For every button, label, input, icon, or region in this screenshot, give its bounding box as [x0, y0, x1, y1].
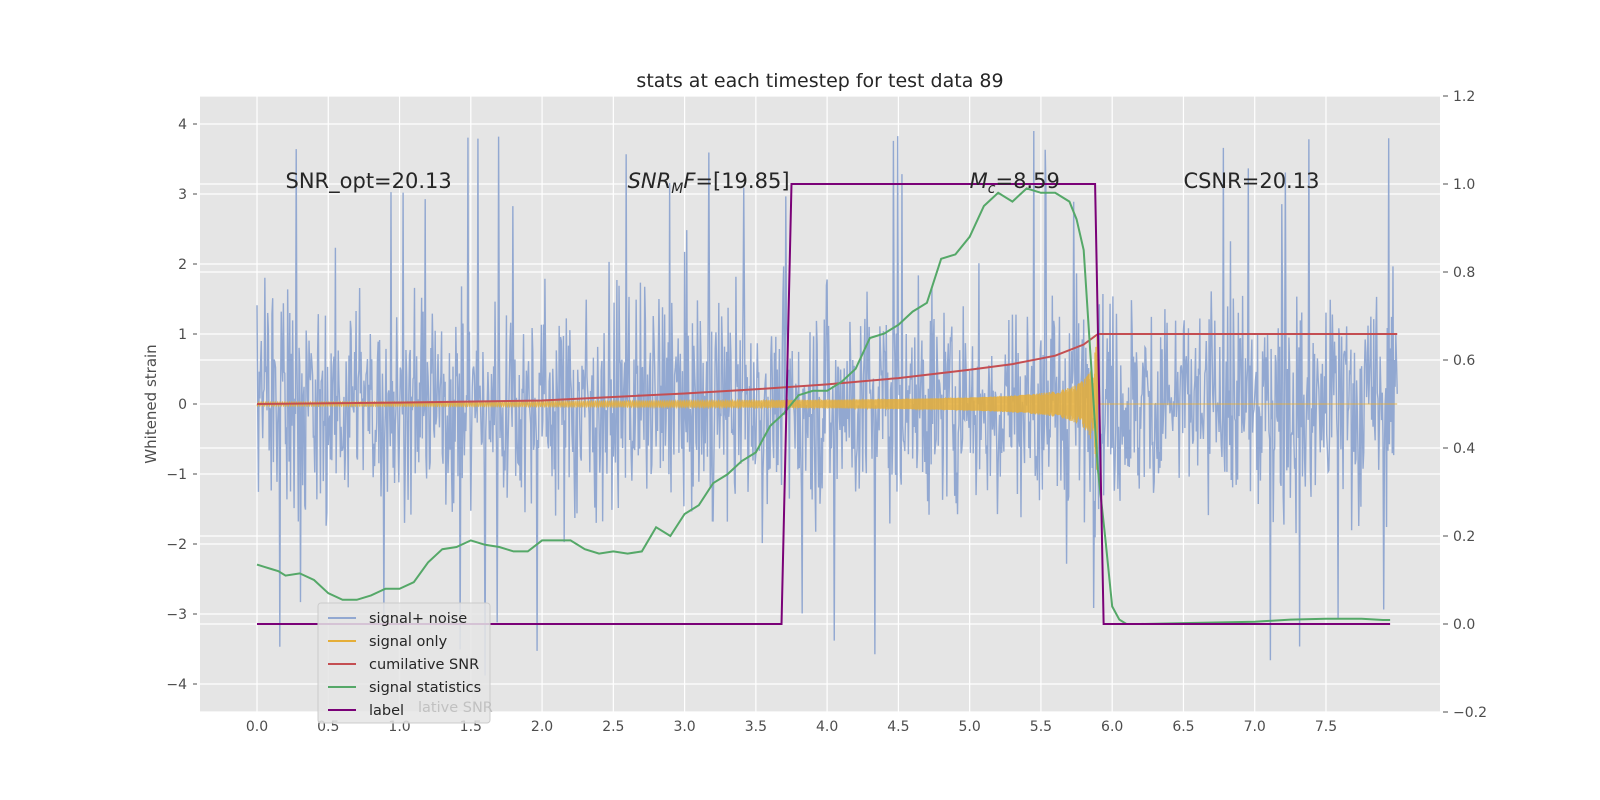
y2-tick-label: 0.0: [1453, 617, 1475, 633]
series-signal-noise: [256, 130, 1398, 676]
x-tick-label: 0.0: [246, 719, 268, 735]
x-tick-label: 2.0: [531, 719, 553, 735]
annotation-4: CSNR=20.13: [1183, 169, 1319, 193]
y2-tick-label: 0.4: [1453, 441, 1475, 457]
y2-tick-label: 0.2: [1453, 529, 1475, 545]
x-tick-label: 6.5: [1172, 719, 1194, 735]
legend-entry: signal+ noise: [369, 611, 467, 627]
y-tick-label: −2: [166, 537, 187, 553]
x-tick-label: 2.5: [602, 719, 624, 735]
y2-tick-label: 1.2: [1453, 89, 1475, 105]
x-tick-label: 3.0: [673, 719, 695, 735]
legend-ghost-text: lative SNR: [418, 700, 493, 716]
x-tick-label: 7.0: [1244, 719, 1266, 735]
legend-entry: label: [369, 703, 404, 719]
y2-tick-label: 0.8: [1453, 265, 1475, 281]
y-tick-label: 0: [178, 397, 187, 413]
y-tick-label: −4: [166, 677, 187, 693]
x-tick-label: 7.5: [1315, 719, 1337, 735]
x-tick-label: 3.5: [745, 719, 767, 735]
chart-title: stats at each timestep for test data 89: [636, 70, 1003, 92]
y2-tick-label: −0.2: [1453, 705, 1487, 721]
y-axis-label: Whitened strain: [142, 344, 160, 463]
y-tick-label: −1: [166, 467, 187, 483]
x-tick-label: 6.0: [1101, 719, 1123, 735]
y-tick-label: 4: [178, 117, 187, 133]
legend-entry: cumilative SNR: [369, 657, 479, 673]
y-tick-label: 1: [178, 327, 187, 343]
legend-entry: signal statistics: [369, 680, 481, 696]
series-cumulative-snr: [257, 333, 1398, 405]
annotation-3: Mc=8.59: [970, 169, 1060, 197]
annotation-1: SNR_opt=20.13: [286, 169, 452, 194]
legend-entry: signal only: [369, 634, 448, 650]
y-tick-label: −3: [166, 607, 187, 623]
series-layer: [256, 130, 1398, 676]
legend-box: [317, 602, 491, 724]
x-tick-label: 5.5: [1030, 719, 1052, 735]
y2-tick-label: 1.0: [1453, 177, 1475, 193]
x-tick-label: 4.5: [887, 719, 909, 735]
y2-tick-label: 0.6: [1453, 353, 1475, 369]
annotation-2: SNRMF=[19.85]: [628, 169, 790, 197]
y-tick-label: 3: [178, 187, 187, 203]
y-tick-label: 2: [178, 257, 187, 273]
series-label: [257, 183, 1391, 625]
x-tick-label: 5.0: [959, 719, 981, 735]
x-tick-label: 4.0: [816, 719, 838, 735]
annotations: SNR_opt=20.13 SNRMF=[19.85] Mc=8.59 CSNR=20…: [286, 169, 1320, 197]
legend: lative SNR signal+ noise signal only cumila…: [317, 602, 493, 724]
series-signal-statistics: [256, 187, 1391, 625]
